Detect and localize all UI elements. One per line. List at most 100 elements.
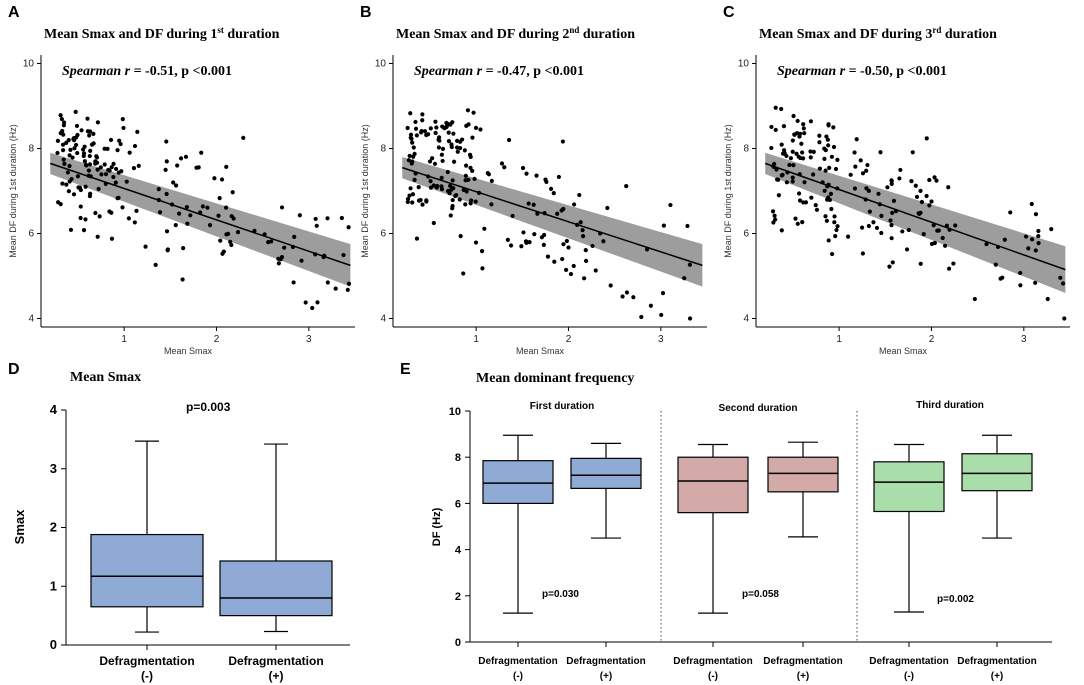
scatter-point <box>66 189 71 194</box>
scatter-point <box>235 230 241 235</box>
regression-line <box>49 162 351 267</box>
panel-letter: C <box>723 4 735 21</box>
scatter-point <box>428 178 433 184</box>
x-tick-label: 3 <box>306 334 312 345</box>
scatter-point <box>60 142 66 147</box>
scatter-point <box>769 124 774 130</box>
scatter-point <box>953 223 958 228</box>
scatter-point <box>927 177 932 183</box>
scatter-point <box>817 140 822 145</box>
scatter-point <box>440 158 445 164</box>
scatter-point <box>80 147 86 152</box>
scatter-point <box>889 236 894 241</box>
scatter-point <box>794 131 800 136</box>
scatter-point <box>472 176 477 181</box>
scatter-point <box>439 152 444 157</box>
scatter-point <box>580 234 586 239</box>
scatter-point <box>73 109 78 115</box>
scatter-point <box>109 236 115 241</box>
scatter-point <box>241 135 246 141</box>
scatter-point <box>556 174 561 180</box>
x-tick-label: 1 <box>121 334 127 345</box>
scatter-point <box>60 181 65 186</box>
scatter-point <box>1030 237 1035 242</box>
scatter-point <box>78 215 83 221</box>
panel-e-group2-pvalue: p=0.058 <box>742 589 779 600</box>
scatter-point <box>897 176 902 181</box>
scatter-point <box>212 176 217 181</box>
scatter-point <box>773 105 778 110</box>
y-tick-label: 8 <box>455 452 461 464</box>
scatter-point <box>111 174 116 180</box>
scatter-point <box>775 177 780 182</box>
scatter-point <box>871 220 876 225</box>
scatter-point <box>791 162 796 168</box>
scatter-point <box>103 172 109 177</box>
scatter-point <box>416 185 421 190</box>
scatter-point <box>315 300 320 305</box>
scatter-point <box>67 153 72 158</box>
scatter-point <box>779 106 784 112</box>
x-tick-label: 1 <box>836 334 842 345</box>
scatter-point <box>444 120 449 126</box>
scatter-point <box>548 186 554 191</box>
scatter-point <box>412 177 417 182</box>
scatter-point <box>1036 233 1041 239</box>
panel-d-title: Mean Smax <box>70 370 141 385</box>
scatter-point <box>566 245 571 250</box>
scatter-point <box>126 216 131 221</box>
scatter-point <box>72 146 77 151</box>
scatter-point <box>524 171 529 176</box>
scatter-point <box>282 245 287 250</box>
scatter-point <box>460 137 465 142</box>
scatter-point <box>297 213 302 218</box>
scatter-point <box>593 268 598 273</box>
x-tick-label: 2 <box>214 334 220 345</box>
scatter-point <box>527 240 532 245</box>
scatter-point <box>67 163 72 169</box>
scatter-point <box>157 210 163 215</box>
scatter-point <box>407 193 412 198</box>
scatter-point <box>457 197 462 202</box>
scatter-point <box>451 186 456 191</box>
scatter-point <box>772 213 777 218</box>
scatter-point <box>64 182 69 187</box>
spearman-stat: Spearman r = -0.47, p <0.001 <box>414 64 584 79</box>
scatter-point <box>801 126 806 131</box>
scatter-point <box>879 213 884 218</box>
scatter-point <box>94 155 100 160</box>
scatter-point <box>61 123 66 128</box>
scatter-point <box>929 199 934 204</box>
x-tick-label: 2 <box>566 334 572 345</box>
scatter-point <box>832 220 837 225</box>
scatter-point <box>79 128 84 133</box>
panel-letter-d: D <box>8 361 20 378</box>
scatter-point <box>824 134 829 139</box>
scatter-point <box>413 119 418 125</box>
scatter-point <box>927 203 932 208</box>
scatter-point <box>433 119 438 124</box>
y-tick-label: 3 <box>50 461 57 476</box>
scatter-panel-c: C Mean Smax and DF during 3rd duration Spe… <box>723 4 1070 356</box>
scatter-point <box>117 138 122 143</box>
scatter-point <box>116 195 121 200</box>
panel-e-cat1-line1: Defragmentation <box>478 656 557 667</box>
scatter-point <box>890 260 895 265</box>
scatter-point <box>89 142 95 147</box>
box-iqr <box>767 456 839 493</box>
scatter-point <box>93 210 98 216</box>
scatter-point <box>539 235 544 240</box>
y-tick-label: 0 <box>50 637 57 652</box>
scatter-point <box>605 205 610 211</box>
scatter-point <box>876 191 881 196</box>
scatter-point <box>795 118 800 124</box>
y-axis-title: Mean DF during 1st duration (Hz) <box>8 124 18 258</box>
scatter-panel-a: A Mean Smax and DF during 1st duration Spe… <box>8 4 355 356</box>
scatter-point <box>185 221 190 226</box>
scatter-point <box>801 200 806 205</box>
scatter-point <box>325 280 330 285</box>
scatter-point <box>801 122 806 127</box>
scatter-point <box>82 159 87 164</box>
scatter-point <box>437 135 442 140</box>
scatter-point <box>906 227 911 233</box>
